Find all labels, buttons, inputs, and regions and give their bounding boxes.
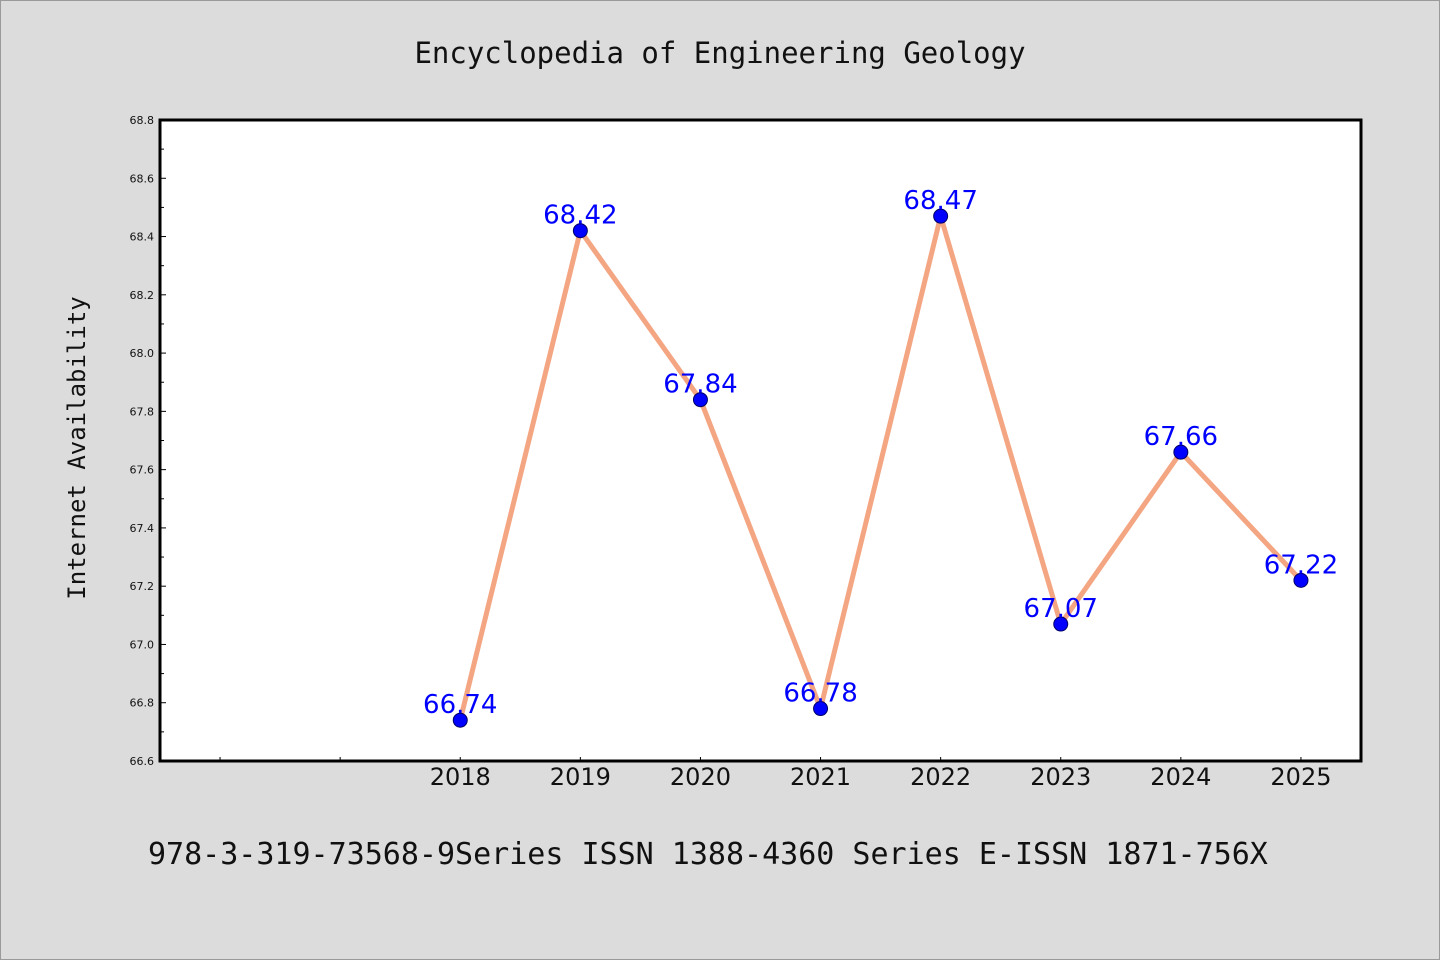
x-tick-label: 2019 <box>550 763 611 791</box>
y-tick-label: 67.4 <box>130 522 155 535</box>
y-tick-label: 68.2 <box>130 289 155 302</box>
y-tick-label: 68.6 <box>130 172 155 185</box>
y-axis: 66.6 66.8 67.0 67.2 67.4 67.6 67.8 68.0 68.2 68.4… <box>130 114 166 768</box>
chart-title: Encyclopedia of Engineering Geology <box>414 36 1025 70</box>
data-label: 67.66 <box>1144 422 1218 452</box>
data-label: 66.74 <box>423 690 497 720</box>
y-tick-label: 68.0 <box>130 347 155 360</box>
data-point-marker <box>1173 444 1189 460</box>
data-label: 68.42 <box>543 201 617 231</box>
x-tick-label: 2024 <box>1150 763 1211 791</box>
series-layer <box>452 208 1309 728</box>
y-axis-label: Internet Availability <box>63 296 91 599</box>
data-label: 67.84 <box>663 370 737 400</box>
data-point-marker <box>572 223 588 239</box>
y-tick-label: 67.2 <box>130 580 155 593</box>
data-label: 67.07 <box>1024 594 1098 624</box>
x-tick-label: 2020 <box>670 763 731 791</box>
y-tick-label: 68.4 <box>130 231 155 244</box>
y-tick-label: 67.8 <box>130 405 155 418</box>
x-tick-label: 2023 <box>1030 763 1091 791</box>
data-point-marker <box>1293 572 1309 588</box>
x-axis: 2018 2019 2020 2021 2022 2023 2024 2025 <box>219 757 1331 791</box>
data-label: 68.47 <box>903 186 977 216</box>
data-label: 66.78 <box>783 679 857 709</box>
series-line <box>457 213 1304 723</box>
y-tick-label: 66.8 <box>130 697 155 710</box>
y-tick-label: 68.8 <box>130 114 155 127</box>
x-tick-label: 2018 <box>430 763 491 791</box>
data-point-marker <box>452 712 468 728</box>
data-labels-layer: 66.74 68.42 67.84 66.78 68.47 67.07 67.66 67.22 <box>423 186 1338 720</box>
y-tick-label: 67.0 <box>130 638 155 651</box>
y-tick-label: 66.6 <box>130 755 155 768</box>
footer-isbn-text: 978-3-319-73568-9Series ISSN 1388-4360 S… <box>148 837 1268 872</box>
x-tick-label: 2025 <box>1270 763 1331 791</box>
x-tick-label: 2022 <box>910 763 971 791</box>
y-tick-label: 67.6 <box>130 464 155 477</box>
data-point-marker <box>813 701 829 717</box>
data-label: 67.22 <box>1264 550 1338 580</box>
data-point-marker <box>692 392 708 408</box>
x-tick-label: 2021 <box>790 763 851 791</box>
plot-area <box>158 118 1363 763</box>
data-point-marker <box>1053 616 1069 632</box>
data-point-marker <box>933 208 949 224</box>
